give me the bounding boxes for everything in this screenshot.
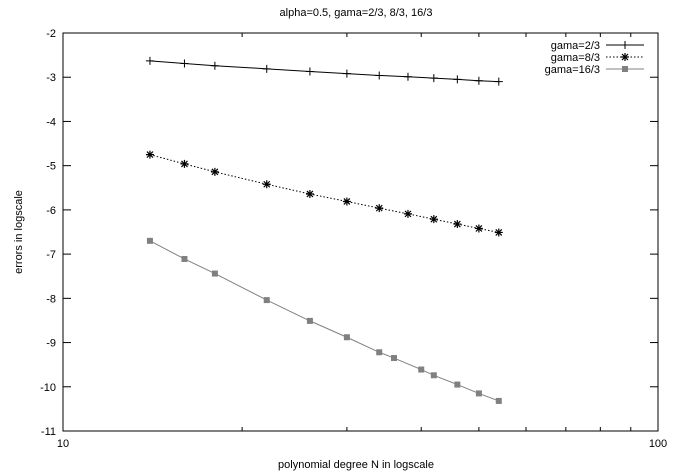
- series-line: [149, 60, 499, 83]
- y-tick-label: -6: [46, 205, 56, 217]
- y-tick-label: -2: [46, 28, 56, 40]
- data-point: [429, 74, 438, 83]
- y-tick-label: -3: [46, 72, 56, 84]
- series-line: [149, 240, 499, 402]
- data-point: [375, 71, 384, 80]
- data-point: [453, 220, 462, 229]
- data-point: [181, 255, 188, 262]
- data-point: [403, 209, 412, 218]
- series-layer: [145, 56, 503, 404]
- data-point: [211, 270, 218, 277]
- y-tick-label: -4: [46, 116, 56, 128]
- data-point: [262, 180, 271, 189]
- y-tick-label: -10: [40, 382, 56, 394]
- data-point: [495, 397, 502, 404]
- data-point: [474, 76, 483, 85]
- data-point: [391, 355, 397, 362]
- data-point: [305, 67, 314, 76]
- data-point: [263, 297, 270, 304]
- legend-label: gama=2/3: [551, 40, 600, 52]
- data-point: [180, 159, 189, 168]
- data-point: [494, 228, 503, 237]
- data-point: [343, 334, 350, 341]
- y-axis-label: errors in logscale: [13, 190, 25, 274]
- series-1: [145, 56, 503, 86]
- x-tick-label: 100: [649, 438, 667, 450]
- data-point: [305, 189, 314, 198]
- y-tick-label: -7: [46, 249, 56, 261]
- series-3: [146, 237, 502, 404]
- series-line: [149, 154, 499, 233]
- x-tick-label: 10: [57, 438, 69, 450]
- legend-label: gama=16/3: [545, 64, 600, 76]
- data-point: [210, 61, 219, 70]
- plot-frame: [62, 32, 659, 432]
- data-point: [342, 197, 351, 206]
- data-point: [474, 224, 483, 233]
- series-2: [145, 150, 503, 237]
- x-axis-label: polynomial degree N in logscale: [278, 459, 434, 471]
- data-point: [494, 77, 503, 86]
- data-point: [146, 237, 153, 244]
- data-point: [306, 317, 313, 324]
- data-point: [145, 56, 154, 65]
- data-point: [475, 390, 482, 397]
- data-point: [418, 366, 425, 373]
- y-tick-label: -11: [41, 426, 56, 438]
- data-point: [210, 167, 219, 176]
- y-tick-label: -8: [46, 293, 56, 305]
- data-point: [342, 69, 351, 78]
- data-point: [262, 64, 271, 73]
- data-point: [454, 381, 461, 388]
- data-point: [429, 215, 438, 224]
- legend-marker: [622, 66, 628, 72]
- chart-title: alpha=0.5, gama=2/3, 8/3, 16/3: [280, 7, 433, 19]
- data-point: [403, 72, 412, 81]
- data-point: [376, 349, 383, 356]
- data-point: [375, 204, 384, 213]
- y-tick-label: -5: [46, 161, 56, 173]
- data-point: [453, 75, 462, 84]
- data-point: [180, 59, 189, 68]
- data-point: [145, 150, 154, 159]
- y-tick-label: -9: [46, 338, 56, 350]
- legend-label: gama=8/3: [551, 52, 600, 64]
- legend-marker: [621, 41, 629, 49]
- data-point: [430, 372, 437, 379]
- legend-marker: [621, 53, 629, 61]
